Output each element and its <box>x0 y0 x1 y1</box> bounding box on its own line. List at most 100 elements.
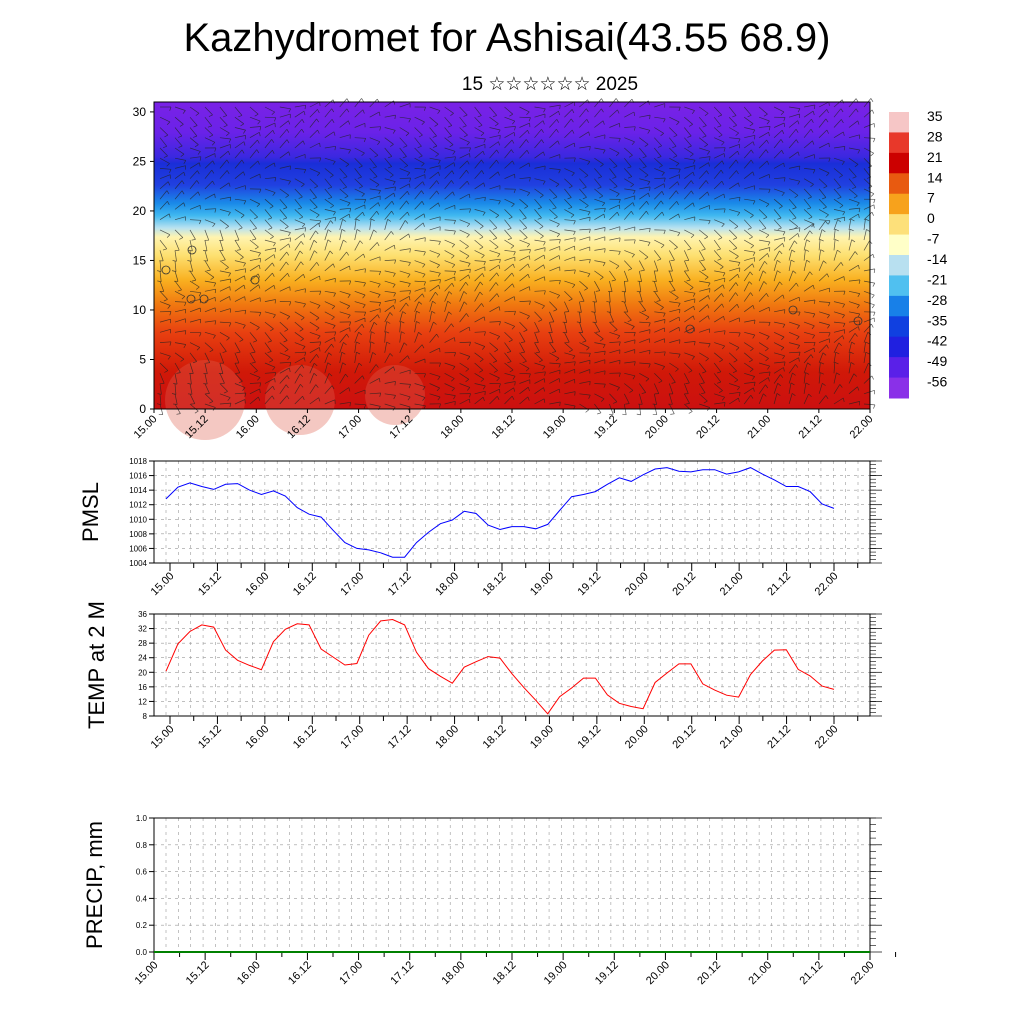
wind-barb <box>519 372 531 375</box>
wind-barb <box>339 120 349 128</box>
wind-barb-flag <box>469 341 471 347</box>
wind-barb-flag <box>439 403 441 408</box>
wind-barb-flag <box>691 110 695 115</box>
wind-barb <box>264 188 276 193</box>
wind-barb <box>818 188 827 198</box>
wind-barb <box>189 352 197 362</box>
wind-barb <box>294 168 306 170</box>
wind-barb <box>684 239 692 249</box>
wind-barb-flag <box>647 242 651 247</box>
wind-barb-flag <box>539 226 544 229</box>
wind-barb-flag <box>568 349 573 353</box>
wind-barb <box>594 207 606 210</box>
wind-barb-flag <box>719 390 723 393</box>
wind-barb-flag <box>535 351 540 354</box>
colorbar-swatch <box>889 275 909 297</box>
wind-barb <box>699 219 711 221</box>
wind-barb <box>279 375 288 384</box>
wind-barb-flag <box>423 281 426 286</box>
wind-barb-flag <box>479 369 483 373</box>
wind-barb-flag <box>733 237 738 240</box>
wind-barb-flag <box>526 139 529 143</box>
wind-barb-flag <box>484 331 486 336</box>
wind-barb <box>819 321 830 326</box>
x-tick-label: 22.00 <box>813 723 841 751</box>
wind-barb-flag <box>347 294 351 299</box>
wind-barb <box>324 157 336 162</box>
wind-barb <box>639 321 651 324</box>
wind-barb <box>474 281 481 292</box>
wind-barb-flag <box>418 332 422 336</box>
wind-barb-flag <box>272 150 275 154</box>
wind-barb-flag <box>707 304 710 309</box>
wind-barb-flag <box>437 396 441 401</box>
wind-barb-flag <box>272 366 276 371</box>
wind-barb-flag <box>271 395 275 400</box>
wind-barb-flag <box>768 126 771 131</box>
wind-barb-flag <box>450 113 454 116</box>
colorbar-swatch <box>889 336 909 358</box>
wind-barb <box>788 209 797 219</box>
wind-barb <box>309 222 319 231</box>
wind-barb-flag <box>870 152 874 157</box>
wind-barb <box>474 303 482 313</box>
wind-barb <box>504 381 516 384</box>
wind-barb-flag <box>749 369 754 372</box>
wind-barb <box>279 178 291 182</box>
wind-barb <box>519 396 529 405</box>
wind-barb <box>833 335 843 343</box>
wind-barb <box>714 153 725 159</box>
wind-barb <box>399 191 408 200</box>
wind-barb-flag <box>394 245 396 250</box>
wind-barb-flag <box>317 335 321 340</box>
wind-barb <box>654 127 664 134</box>
wind-barb-flag <box>543 108 546 113</box>
wind-barb <box>788 382 792 394</box>
wind-barb <box>189 403 199 412</box>
wind-barb <box>324 385 333 395</box>
wind-barb-flag <box>463 291 468 295</box>
wind-barb-flag <box>568 206 573 210</box>
wind-barb-flag <box>506 351 512 354</box>
wind-barb-flag <box>375 184 380 188</box>
y-tick-label: 0.2 <box>136 921 148 930</box>
wind-barb-flag <box>708 162 710 167</box>
wind-barb <box>354 98 362 108</box>
wind-barb <box>684 229 695 236</box>
wind-barb-flag <box>341 228 346 232</box>
wind-barb-flag <box>394 381 396 386</box>
wind-barb-flag <box>226 170 230 175</box>
wind-barb <box>294 198 302 209</box>
wind-barb <box>639 137 649 145</box>
wind-barb-flag <box>191 239 196 241</box>
wind-barb-flag <box>451 264 456 268</box>
wind-barb <box>459 239 469 247</box>
wind-barb <box>848 352 851 364</box>
wind-barb <box>444 147 456 152</box>
wind-barb <box>773 219 782 229</box>
wind-barb-flag <box>286 395 290 400</box>
wind-barb-flag <box>184 302 187 307</box>
wind-barb <box>803 260 807 271</box>
wind-barb-flag <box>537 217 542 220</box>
wind-barb <box>294 219 306 225</box>
wind-barb-flag <box>634 361 636 366</box>
wind-barb-flag <box>553 216 558 220</box>
wind-barb <box>399 369 411 374</box>
wind-barb-flag <box>811 119 814 123</box>
wind-barb-flag <box>865 351 870 355</box>
wind-barb-flag <box>873 311 876 317</box>
wind-barb-flag <box>497 253 501 258</box>
wind-barb-flag <box>274 117 277 122</box>
wind-barb <box>324 216 336 221</box>
wind-barb-flag <box>701 248 706 251</box>
wind-barb-flag <box>619 237 621 242</box>
wind-barb-flag <box>478 124 483 128</box>
wind-barb <box>429 372 441 377</box>
wind-barb <box>309 188 317 198</box>
wind-barb <box>279 273 288 282</box>
wind-barb <box>399 147 407 157</box>
wind-barb <box>159 116 171 123</box>
wind-barb <box>279 321 289 330</box>
wind-barb <box>669 339 680 343</box>
